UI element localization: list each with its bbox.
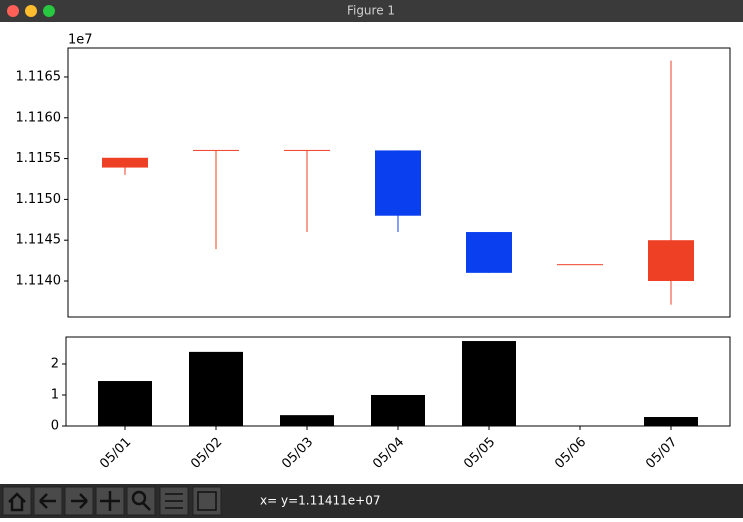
y-tick-label: 1.1145 [16, 233, 62, 248]
candle-body [375, 150, 421, 216]
volume-bar [189, 351, 243, 426]
y-tick-label: 1.1150 [16, 192, 62, 207]
y-offset-label: 1e7 [68, 33, 93, 48]
zoom-button[interactable] [43, 5, 55, 17]
back-icon [39, 493, 56, 509]
y-tick-label: 1.1165 [16, 69, 62, 84]
y-tick-label: 2 [51, 356, 59, 371]
x-tick-label: 05/05 [461, 435, 498, 472]
volume-bar [644, 417, 698, 426]
y-tick-label: 1.1155 [16, 151, 62, 166]
zoom-icon [131, 490, 147, 506]
y-tick-label: 1.1140 [16, 274, 62, 289]
window-title: Figure 1 [347, 4, 395, 18]
forward-icon [71, 493, 88, 509]
minimize-button[interactable] [25, 5, 37, 17]
close-button[interactable] [7, 5, 19, 17]
configure-icon [165, 493, 183, 509]
x-tick-label: 05/06 [552, 435, 589, 472]
save-button[interactable] [192, 486, 222, 516]
pan-icon [100, 491, 120, 511]
candle-body [466, 232, 512, 273]
status-text: x= y=1.11411e+07 [260, 494, 380, 508]
x-tick-label: 05/04 [370, 435, 407, 472]
candle-body [557, 264, 603, 266]
zoom-icon-handle [142, 502, 151, 511]
x-tick-label: 05/01 [97, 435, 134, 472]
y-tick-label: 1 [51, 387, 59, 402]
volume-bar [371, 394, 425, 426]
x-tick-label: 05/07 [643, 435, 680, 472]
y-tick-label: 0 [51, 419, 59, 434]
x-tick-label: 05/02 [188, 435, 225, 472]
candle-body [102, 157, 148, 168]
volume-bar [98, 381, 152, 426]
home-icon [8, 492, 26, 512]
title-bar [0, 0, 743, 22]
candle-body [648, 240, 694, 282]
candle-body [193, 149, 239, 151]
price-axes [67, 47, 731, 318]
volume-bar [280, 415, 334, 426]
save-icon [197, 491, 217, 511]
x-tick-label: 05/03 [279, 435, 316, 472]
y-tick-label: 1.1160 [16, 110, 62, 125]
zoom-tool-button[interactable] [126, 486, 156, 516]
candle-body [284, 149, 330, 151]
volume-bar [462, 341, 516, 426]
